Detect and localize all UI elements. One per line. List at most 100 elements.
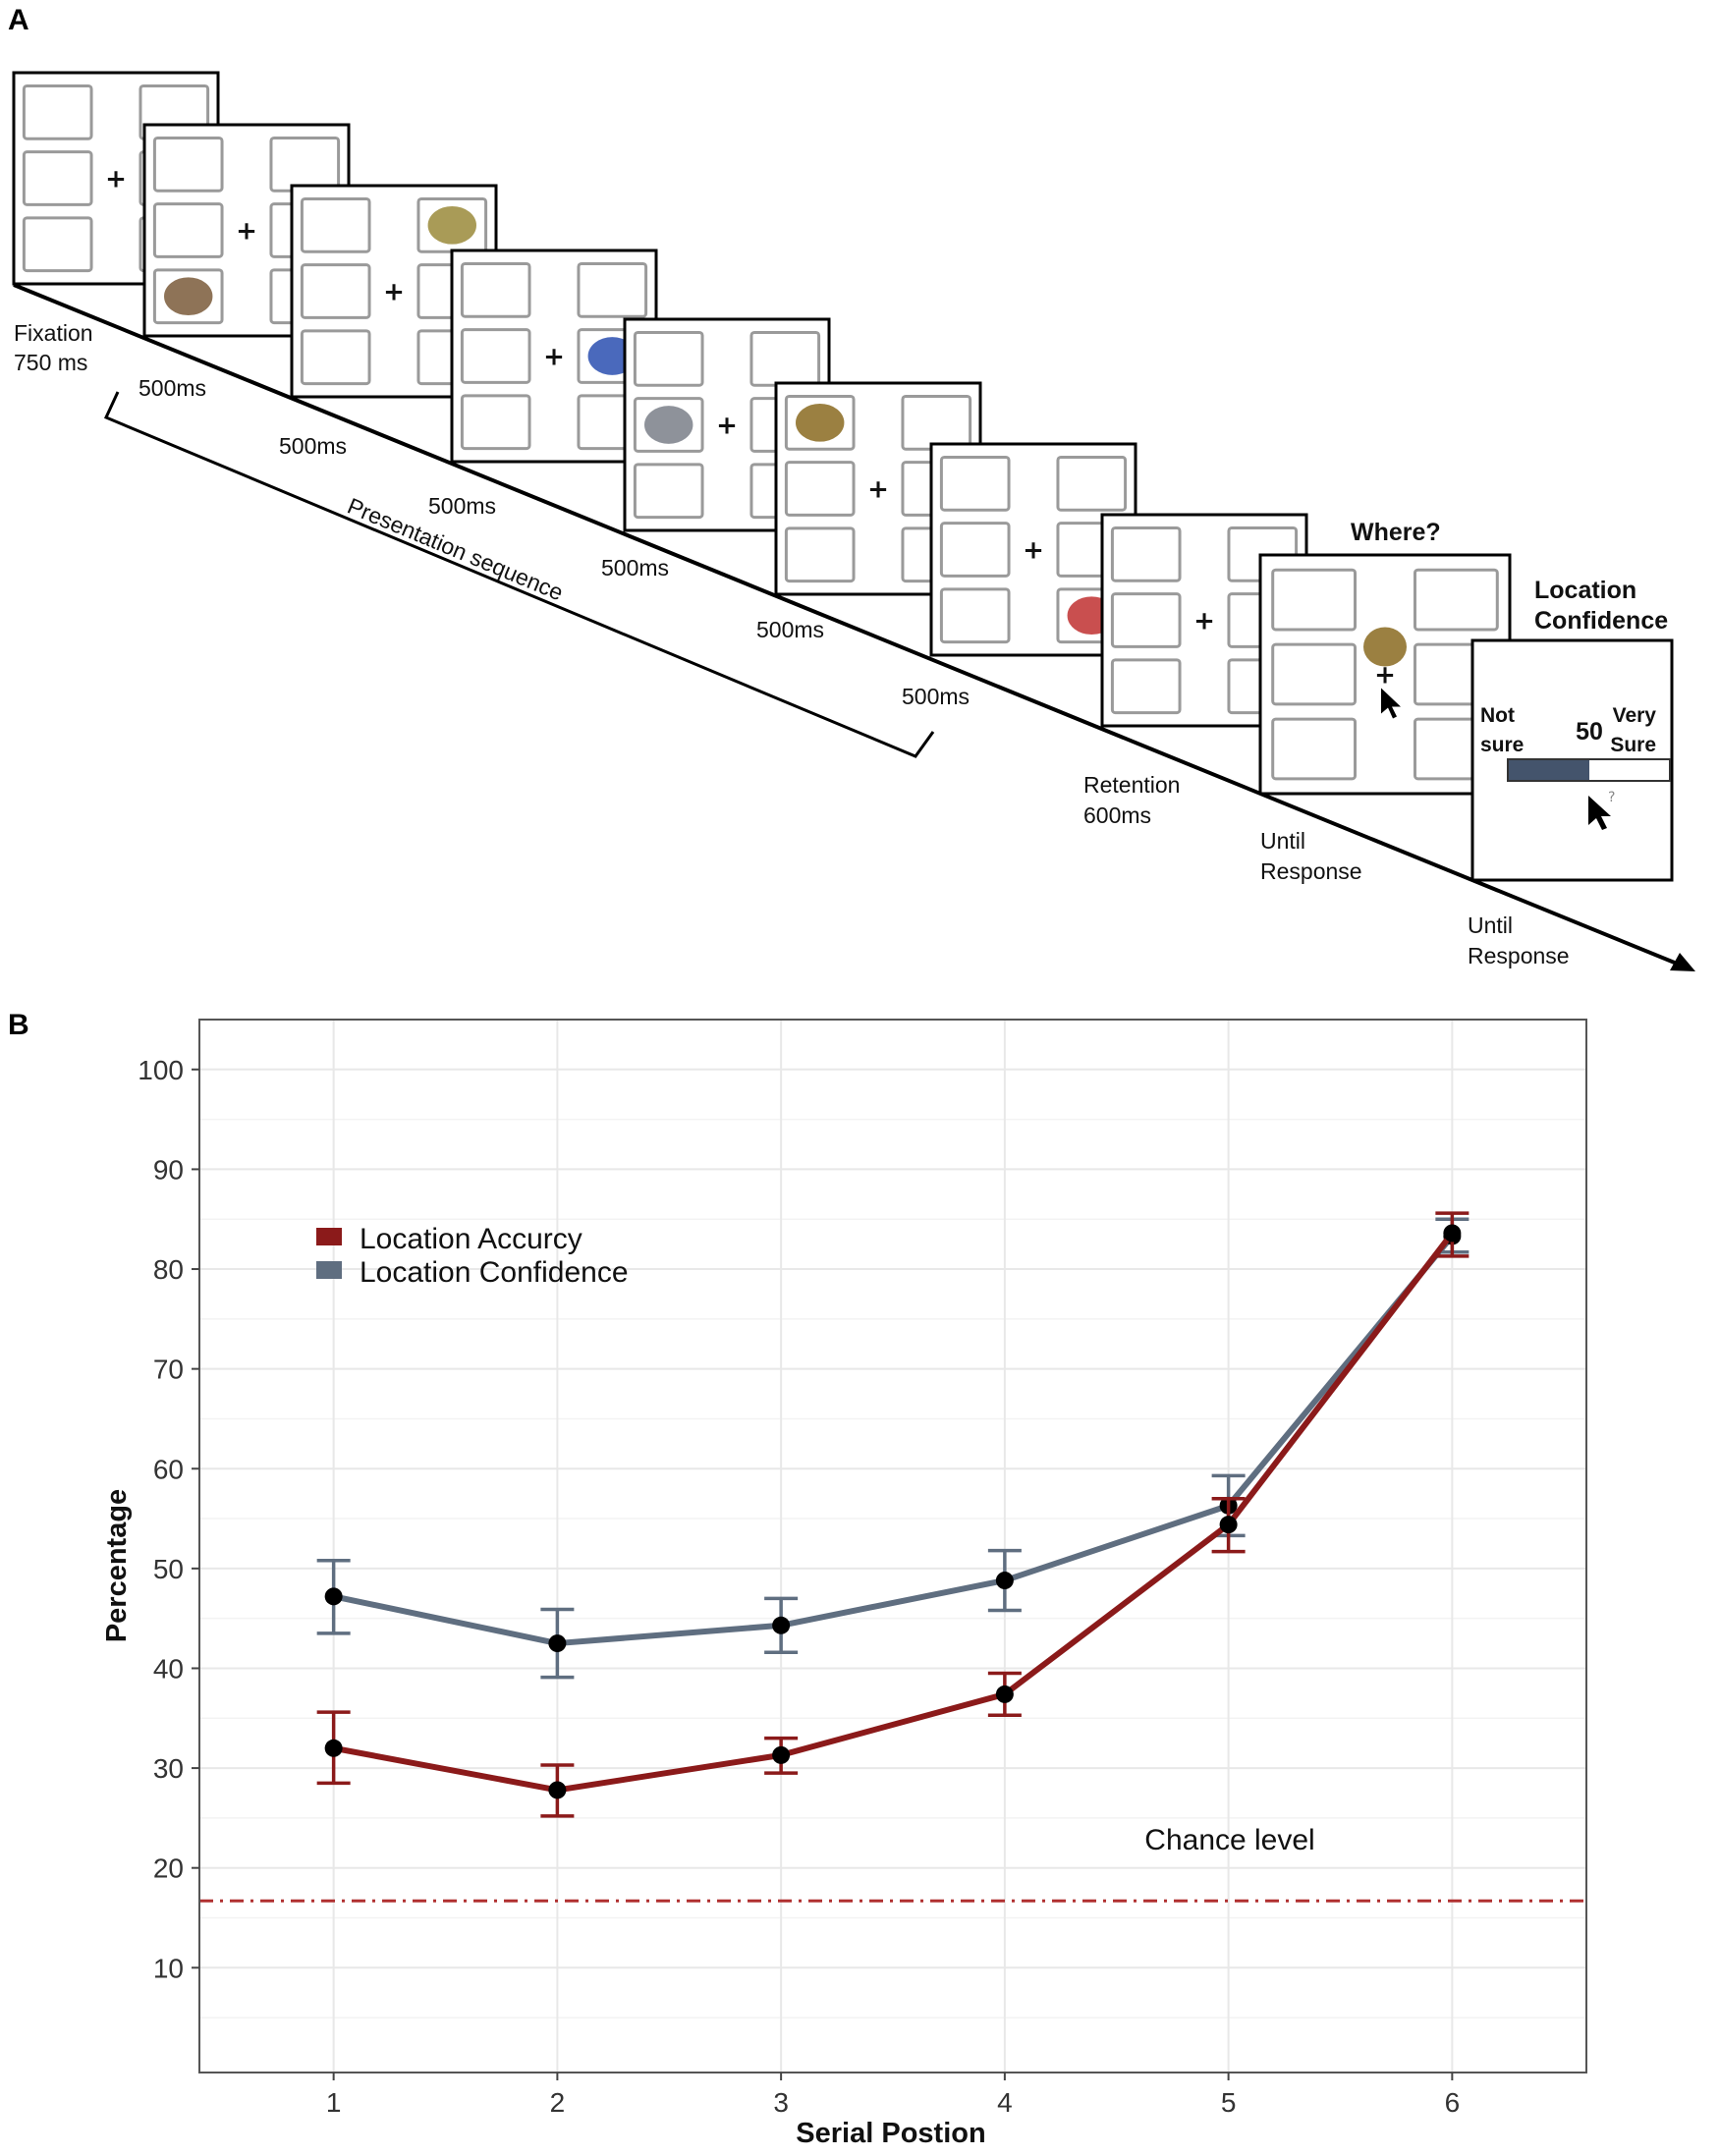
y-tick-label: 80: [153, 1254, 184, 1285]
fixation-cross: +: [1193, 607, 1215, 636]
x-tick-label: 2: [550, 2087, 566, 2118]
stimulus-picture: [164, 277, 213, 316]
y-tick-label: 100: [138, 1055, 184, 1085]
location-slot: [300, 329, 371, 386]
location-slot: [1413, 568, 1499, 632]
until-response-label: Until: [1260, 828, 1305, 854]
until-response-label: Until: [1468, 912, 1513, 938]
location-slot: [1110, 592, 1182, 648]
not-sure-label: Not: [1480, 704, 1515, 727]
until-response-label: Response: [1260, 858, 1362, 884]
line-chart: 10 20 30 40 50 60 70 80 90 100 1 2 3 4 5 6 Serial Post…: [101, 1019, 1587, 2149]
location-slot: [749, 330, 821, 387]
data-point: [995, 1572, 1014, 1590]
svg-text:?: ?: [1608, 790, 1615, 805]
location-slot: [22, 150, 93, 206]
x-tick-label: 5: [1221, 2087, 1237, 2118]
stimulus-picture: [427, 205, 476, 245]
location-slot: [939, 522, 1011, 578]
x-tick-label: 6: [1445, 2087, 1461, 2118]
location-slot: [460, 328, 531, 384]
location-slot: [901, 394, 972, 451]
x-tick-label: 4: [997, 2087, 1013, 2118]
location-slot: [633, 330, 704, 387]
y-tick-label: 20: [153, 1853, 184, 1884]
stimulus-picture: [796, 403, 845, 442]
location-slot: [784, 526, 856, 583]
chance-level-label: Chance level: [1144, 1824, 1314, 1856]
retention-label: Retention: [1083, 772, 1180, 798]
fixation-cross: +: [1374, 661, 1396, 691]
location-slot: [1271, 717, 1358, 781]
legend-label-accuracy: Location Accurcy: [360, 1223, 582, 1255]
very-sure-label: Very: [1613, 704, 1657, 727]
panel-a-label: A: [8, 4, 29, 36]
location-slot: [1110, 658, 1182, 715]
slider-value: 50: [1576, 718, 1603, 746]
location-slot: [1271, 568, 1358, 632]
location-slot: [152, 136, 224, 193]
confidence-title: Location: [1534, 577, 1636, 604]
location-slot: [1110, 525, 1182, 582]
data-point: [324, 1739, 343, 1757]
fixation-cross: +: [716, 412, 738, 441]
legend-swatch-confidence: [316, 1261, 342, 1279]
y-tick-label: 90: [153, 1154, 184, 1185]
location-slot: [939, 455, 1011, 512]
fixation-cross: +: [105, 165, 127, 194]
y-tick-label: 40: [153, 1653, 184, 1684]
y-axis-title: Percentage: [101, 1489, 133, 1642]
not-sure-label: sure: [1480, 734, 1524, 756]
presentation-bracket: [103, 391, 935, 758]
location-slot: [1056, 455, 1128, 512]
legend-swatch-accuracy: [316, 1228, 342, 1245]
location-slot: [22, 216, 93, 273]
location-slot: [300, 196, 371, 253]
where-prompt: Where?: [1351, 519, 1441, 546]
fixation-cross: +: [383, 278, 405, 307]
y-axis: 10 20 30 40 50 60 70 80 90 100: [138, 1055, 199, 1983]
duration-label: 500ms: [139, 375, 206, 401]
data-point: [772, 1745, 791, 1764]
probe-picture: [1363, 627, 1407, 667]
legend-label-confidence: Location Confidence: [360, 1256, 629, 1289]
cursor-shape: [1381, 688, 1401, 719]
duration-label: 500ms: [902, 684, 970, 709]
x-tick-label: 1: [326, 2087, 342, 2118]
confidence-title: Confidence: [1534, 607, 1668, 635]
duration-label: 500ms: [756, 617, 824, 642]
data-point: [548, 1634, 567, 1653]
cursor-icon: [1381, 688, 1401, 719]
series-line: [333, 1234, 1455, 1647]
data-point: [772, 1616, 791, 1634]
stimulus-picture: [644, 406, 693, 444]
duration-label: 500ms: [601, 555, 669, 580]
location-slot: [460, 261, 531, 318]
very-sure-label: Sure: [1610, 734, 1656, 756]
location-slot: [1271, 642, 1358, 706]
data-point: [1219, 1516, 1238, 1534]
retention-duration: 600ms: [1083, 802, 1151, 828]
location-slot: [577, 261, 648, 318]
location-slot: [460, 394, 531, 451]
location-slot: [784, 461, 856, 517]
location-slot: [269, 136, 341, 193]
fixation-cross: +: [543, 343, 565, 372]
data-point: [1443, 1224, 1462, 1243]
location-slot: [939, 587, 1011, 644]
data-point: [995, 1685, 1014, 1703]
fixation-cross: +: [1023, 536, 1044, 566]
fixation-cross: +: [867, 475, 889, 505]
stimulus-screen: +: [1258, 553, 1512, 796]
data-point: [548, 1781, 567, 1799]
fixation-duration: 750 ms: [14, 350, 87, 375]
y-tick-label: 30: [153, 1753, 184, 1784]
duration-label: 500ms: [428, 493, 496, 519]
trial-frames: + + + + + + + + +: [12, 71, 1512, 796]
series-location-accuracy: [316, 1211, 1469, 1818]
x-axis: 1 2 3 4 5 6: [326, 2073, 1460, 2118]
panel-b-label: B: [8, 1009, 29, 1041]
location-slot: [22, 83, 93, 140]
location-slot: [152, 202, 224, 258]
